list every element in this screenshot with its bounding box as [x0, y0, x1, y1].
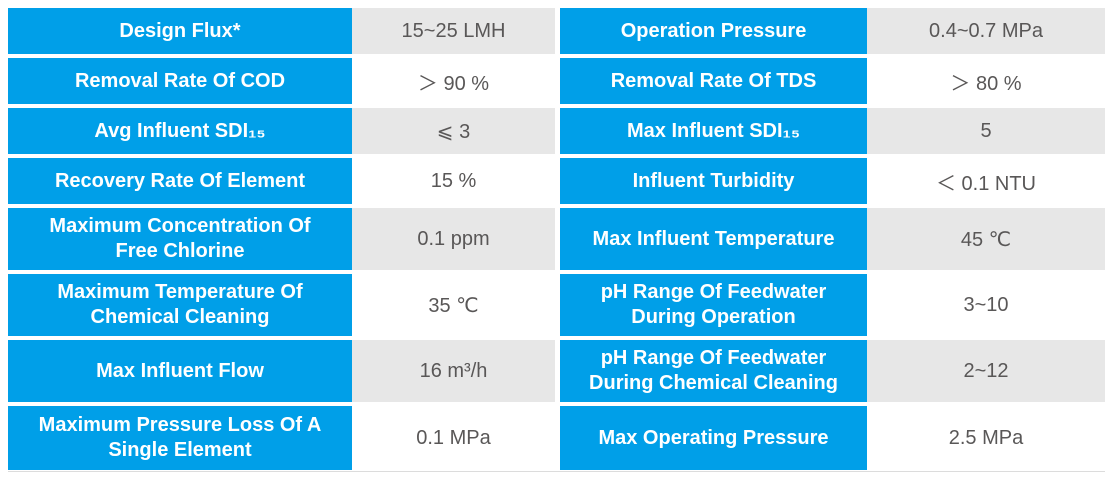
- column-divider: [555, 8, 560, 54]
- column-divider: [555, 208, 560, 270]
- table-row: Design Flux* 15~25 LMH Operation Pressur…: [8, 8, 1105, 54]
- spec-value: 0.1 MPa: [352, 406, 555, 470]
- spec-value: 15~25 LMH: [352, 8, 555, 54]
- spec-label: Max Operating Pressure: [560, 406, 867, 470]
- spec-value: 2~12: [867, 340, 1105, 402]
- spec-label: Max Influent SDI₁₅: [560, 108, 867, 154]
- table-row: Maximum Temperature Of Chemical Cleaning…: [8, 274, 1105, 336]
- spec-label: Design Flux*: [8, 8, 352, 54]
- spec-value: ⩽ 3: [352, 108, 555, 154]
- column-divider: [555, 158, 560, 204]
- column-divider: [555, 274, 560, 336]
- spec-label: Maximum Temperature Of Chemical Cleaning: [8, 274, 352, 336]
- spec-label: pH Range Of Feedwater During Chemical Cl…: [560, 340, 867, 402]
- spec-value: ＞ 90 %: [352, 58, 555, 104]
- spec-label: Max Influent Flow: [8, 340, 352, 402]
- spec-label: Max Influent Temperature: [560, 208, 867, 270]
- spec-label: Operation Pressure: [560, 8, 867, 54]
- spec-label: Removal Rate Of COD: [8, 58, 352, 104]
- spec-value: 3~10: [867, 274, 1105, 336]
- spec-value: ＜ 0.1 NTU: [867, 158, 1105, 204]
- spec-value: ＞ 80 %: [867, 58, 1105, 104]
- spec-value: 2.5 MPa: [867, 406, 1105, 470]
- column-divider: [555, 340, 560, 402]
- spec-label: Removal Rate Of TDS: [560, 58, 867, 104]
- spec-value: 45 ℃: [867, 208, 1105, 270]
- spec-value: 35 ℃: [352, 274, 555, 336]
- table-row: Avg Influent SDI₁₅ ⩽ 3 Max Influent SDI₁…: [8, 108, 1105, 154]
- specifications-table: Design Flux* 15~25 LMH Operation Pressur…: [8, 8, 1105, 472]
- table-row: Maximum Pressure Loss Of A Single Elemen…: [8, 406, 1105, 470]
- spec-value: 0.1 ppm: [352, 208, 555, 270]
- table-row: Maximum Concentration Of Free Chlorine 0…: [8, 208, 1105, 270]
- column-divider: [555, 58, 560, 104]
- table-row: Max Influent Flow 16 m³/h pH Range Of Fe…: [8, 340, 1105, 402]
- column-divider: [555, 108, 560, 154]
- spec-value: 5: [867, 108, 1105, 154]
- spec-label: pH Range Of Feedwater During Operation: [560, 274, 867, 336]
- table-row: Removal Rate Of COD ＞ 90 % Removal Rate …: [8, 58, 1105, 104]
- table-row: Recovery Rate Of Element 15 % Influent T…: [8, 158, 1105, 204]
- spec-label: Maximum Pressure Loss Of A Single Elemen…: [8, 406, 352, 470]
- spec-value: 0.4~0.7 MPa: [867, 8, 1105, 54]
- spec-label: Recovery Rate Of Element: [8, 158, 352, 204]
- spec-label: Influent Turbidity: [560, 158, 867, 204]
- spec-value: 15 %: [352, 158, 555, 204]
- spec-label: Avg Influent SDI₁₅: [8, 108, 352, 154]
- spec-value: 16 m³/h: [352, 340, 555, 402]
- spec-label: Maximum Concentration Of Free Chlorine: [8, 208, 352, 270]
- column-divider: [555, 406, 560, 470]
